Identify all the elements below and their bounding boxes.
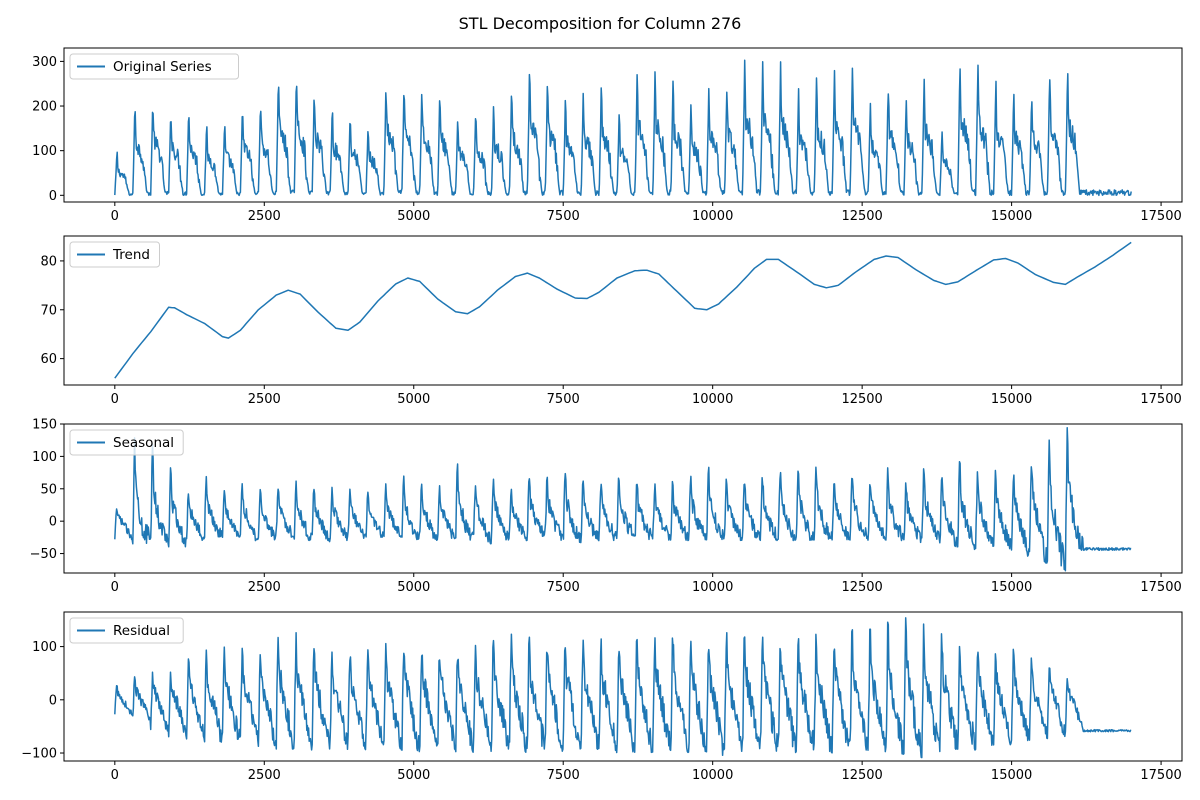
original-x-tick-label: 12500 xyxy=(841,209,882,224)
seasonal-x-tick-label: 10000 xyxy=(692,580,733,595)
original-x-tick-label: 17500 xyxy=(1140,209,1181,224)
original-series-line xyxy=(114,59,1132,197)
trend-legend: Trend xyxy=(69,241,160,268)
residual-x-tick-label: 17500 xyxy=(1140,768,1181,783)
residual-x-tick-label: 12500 xyxy=(841,768,882,783)
subplot-seasonal: 0 2500 5000 7500 10000 12500 15000 17500 −50 0 50 1… xyxy=(30,418,1183,595)
original-y-tick-label: 100 xyxy=(32,144,57,159)
seasonal-y-tick-label: 0 xyxy=(49,515,57,530)
original-legend: Original Series xyxy=(69,53,239,80)
residual-x-tick-label: 0 xyxy=(111,768,119,783)
trend-y-tick-label: 70 xyxy=(40,303,57,318)
trend-y-tick-label: 60 xyxy=(40,352,57,367)
seasonal-x-tick-label: 12500 xyxy=(841,580,882,595)
seasonal-y-tick-label: 50 xyxy=(40,482,57,497)
residual-legend-box xyxy=(69,617,184,644)
original-axes-frame xyxy=(63,47,1183,203)
trend-axes-frame xyxy=(63,235,1183,386)
residual-series-line xyxy=(114,617,1132,759)
seasonal-x-tick-label: 0 xyxy=(111,580,119,595)
residual-y-tick-label: 0 xyxy=(49,693,57,708)
trend-x-tick-label: 5000 xyxy=(397,392,430,407)
original-y-tick-label: 300 xyxy=(32,55,57,70)
seasonal-axes-frame xyxy=(63,423,1183,574)
trend-legend-label: Trend xyxy=(112,247,150,263)
seasonal-x-tick-label: 7500 xyxy=(547,580,580,595)
subplots: 0 2500 5000 7500 10000 12500 15000 175000100200… xyxy=(21,47,1183,783)
subplot-original: 0 2500 5000 7500 10000 12500 15000 17500 0 100 200… xyxy=(32,47,1183,224)
residual-x-tick-label: 5000 xyxy=(397,768,430,783)
trend-legend-box xyxy=(69,241,160,268)
seasonal-series-line xyxy=(114,427,1132,572)
seasonal-x-tick-label: 15000 xyxy=(991,580,1032,595)
trend-series-line xyxy=(114,241,1132,379)
seasonal-legend: Seasonal xyxy=(69,429,184,456)
seasonal-x-tick-label: 5000 xyxy=(397,580,430,595)
original-legend-label: Original Series xyxy=(113,59,212,75)
trend-x-tick-label: 0 xyxy=(111,392,119,407)
original-x-tick-label: 15000 xyxy=(991,209,1032,224)
residual-x-tick-label: 15000 xyxy=(991,768,1032,783)
residual-legend: Residual xyxy=(69,617,184,644)
trend-y-tick-label: 80 xyxy=(40,254,57,269)
seasonal-legend-label: Seasonal xyxy=(113,435,174,451)
trend-x-tick-label: 10000 xyxy=(692,392,733,407)
original-x-tick-label: 2500 xyxy=(248,209,281,224)
original-x-tick-label: 10000 xyxy=(692,209,733,224)
original-x-tick-label: 0 xyxy=(111,209,119,224)
figure-title: STL Decomposition for Column 276 xyxy=(459,14,742,33)
subplot-trend: 0 2500 5000 7500 10000 12500 15000 17500 60 70 80 T… xyxy=(40,235,1183,407)
residual-x-tick-label: 7500 xyxy=(547,768,580,783)
seasonal-y-tick-label: 100 xyxy=(32,450,57,465)
trend-x-tick-label: 2500 xyxy=(248,392,281,407)
original-legend-box xyxy=(69,53,239,80)
subplot-residual: 0 2500 5000 7500 10000 12500 15000 17500 −100 0 10… xyxy=(21,611,1183,783)
original-x-tick-label: 7500 xyxy=(547,209,580,224)
residual-legend-label: Residual xyxy=(113,623,170,639)
seasonal-y-tick-label: 150 xyxy=(32,418,57,433)
residual-x-tick-label: 2500 xyxy=(248,768,281,783)
seasonal-legend-box xyxy=(69,429,184,456)
original-y-tick-label: 0 xyxy=(49,189,57,204)
residual-axes-frame xyxy=(63,611,1183,762)
original-y-tick-label: 200 xyxy=(32,100,57,115)
trend-x-tick-label: 15000 xyxy=(991,392,1032,407)
seasonal-y-tick-label: −50 xyxy=(30,547,57,562)
residual-y-tick-label: −100 xyxy=(21,747,57,762)
original-x-tick-label: 5000 xyxy=(397,209,430,224)
residual-y-tick-label: 100 xyxy=(32,640,57,655)
residual-x-tick-label: 10000 xyxy=(692,768,733,783)
trend-x-tick-label: 12500 xyxy=(841,392,882,407)
seasonal-x-tick-label: 2500 xyxy=(248,580,281,595)
seasonal-x-tick-label: 17500 xyxy=(1140,580,1181,595)
trend-x-tick-label: 17500 xyxy=(1140,392,1181,407)
trend-x-tick-label: 7500 xyxy=(547,392,580,407)
